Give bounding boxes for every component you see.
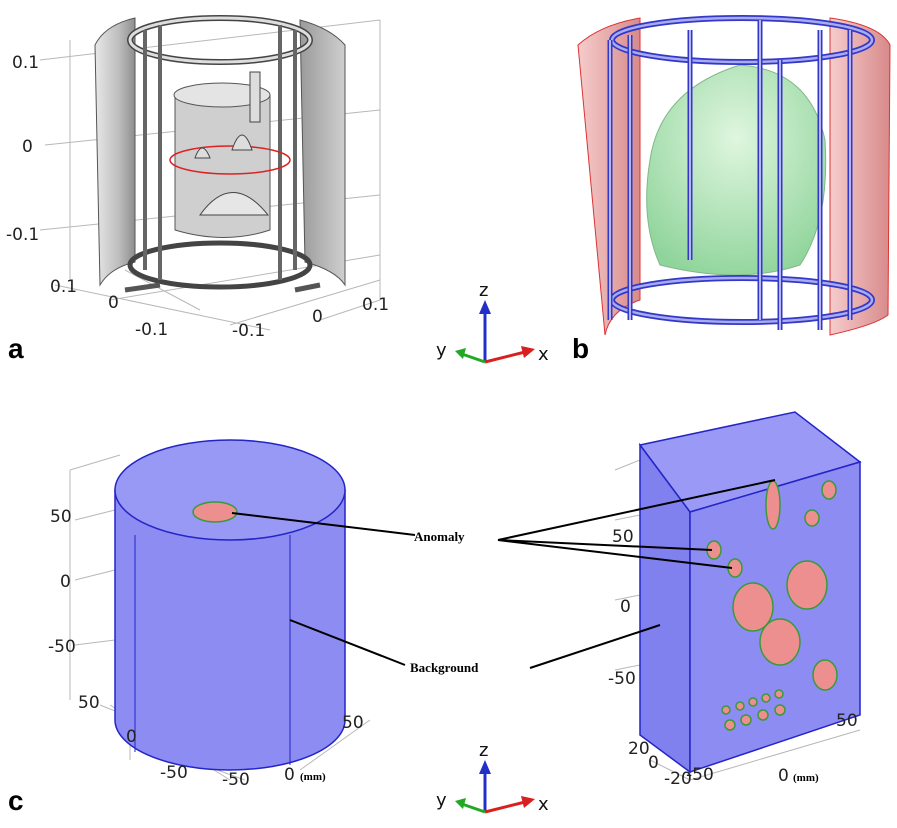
axis-label: y bbox=[436, 790, 447, 811]
triad-bottom bbox=[455, 760, 535, 812]
tick-label: -50 bbox=[160, 763, 188, 783]
unit-label: (mm) bbox=[300, 771, 326, 783]
tick-label: -50 bbox=[608, 669, 636, 689]
tick-label: 50 bbox=[78, 693, 100, 713]
panel-label: b bbox=[572, 333, 589, 364]
annotation: Anomaly bbox=[414, 529, 465, 544]
tick-label: 0 bbox=[648, 753, 659, 773]
tick-label: 20 bbox=[628, 739, 650, 759]
tick-label: -0.1 bbox=[6, 225, 39, 245]
axis-label: x bbox=[538, 794, 549, 815]
tick-label: -50 bbox=[48, 637, 76, 657]
axis-label: z bbox=[479, 740, 488, 761]
tick-label: 50 bbox=[342, 713, 364, 733]
tick-label: 0 bbox=[284, 765, 295, 785]
tick-label: 0 bbox=[22, 137, 33, 157]
annotation: Background bbox=[410, 660, 479, 675]
tick-label: -0.1 bbox=[135, 320, 168, 340]
tick-label: 0.1 bbox=[362, 295, 389, 315]
tick-label: 50 bbox=[836, 711, 858, 731]
axis-label: z bbox=[479, 280, 488, 301]
tick-label: -0.1 bbox=[232, 321, 265, 341]
tick-label: 0 bbox=[126, 727, 137, 747]
tick-label: -50 bbox=[686, 765, 714, 785]
panel-b bbox=[578, 18, 890, 335]
tick-label: 0 bbox=[620, 597, 631, 617]
panel-c-box bbox=[498, 412, 860, 780]
tick-label: 0 bbox=[108, 293, 119, 313]
tick-label: 0 bbox=[778, 766, 789, 786]
triad-top bbox=[455, 300, 535, 362]
axis-label: x bbox=[538, 344, 549, 365]
tick-label: 0 bbox=[312, 307, 323, 327]
panel-label: c bbox=[8, 785, 24, 816]
tick-label: 50 bbox=[612, 527, 634, 547]
panel-a bbox=[40, 18, 380, 330]
tick-label: 0 bbox=[60, 572, 71, 592]
unit-label: (mm) bbox=[793, 772, 819, 784]
axis-label: y bbox=[436, 340, 447, 361]
tick-label: -50 bbox=[222, 770, 250, 790]
figure: a b c 0.1 0 -0.1 0.1 0 -0.1 -0.1 0 0.1 5… bbox=[0, 0, 897, 828]
tick-label: 0.1 bbox=[50, 277, 77, 297]
tick-label: 0.1 bbox=[12, 53, 39, 73]
panel-label: a bbox=[8, 333, 24, 364]
tick-label: 50 bbox=[50, 507, 72, 527]
